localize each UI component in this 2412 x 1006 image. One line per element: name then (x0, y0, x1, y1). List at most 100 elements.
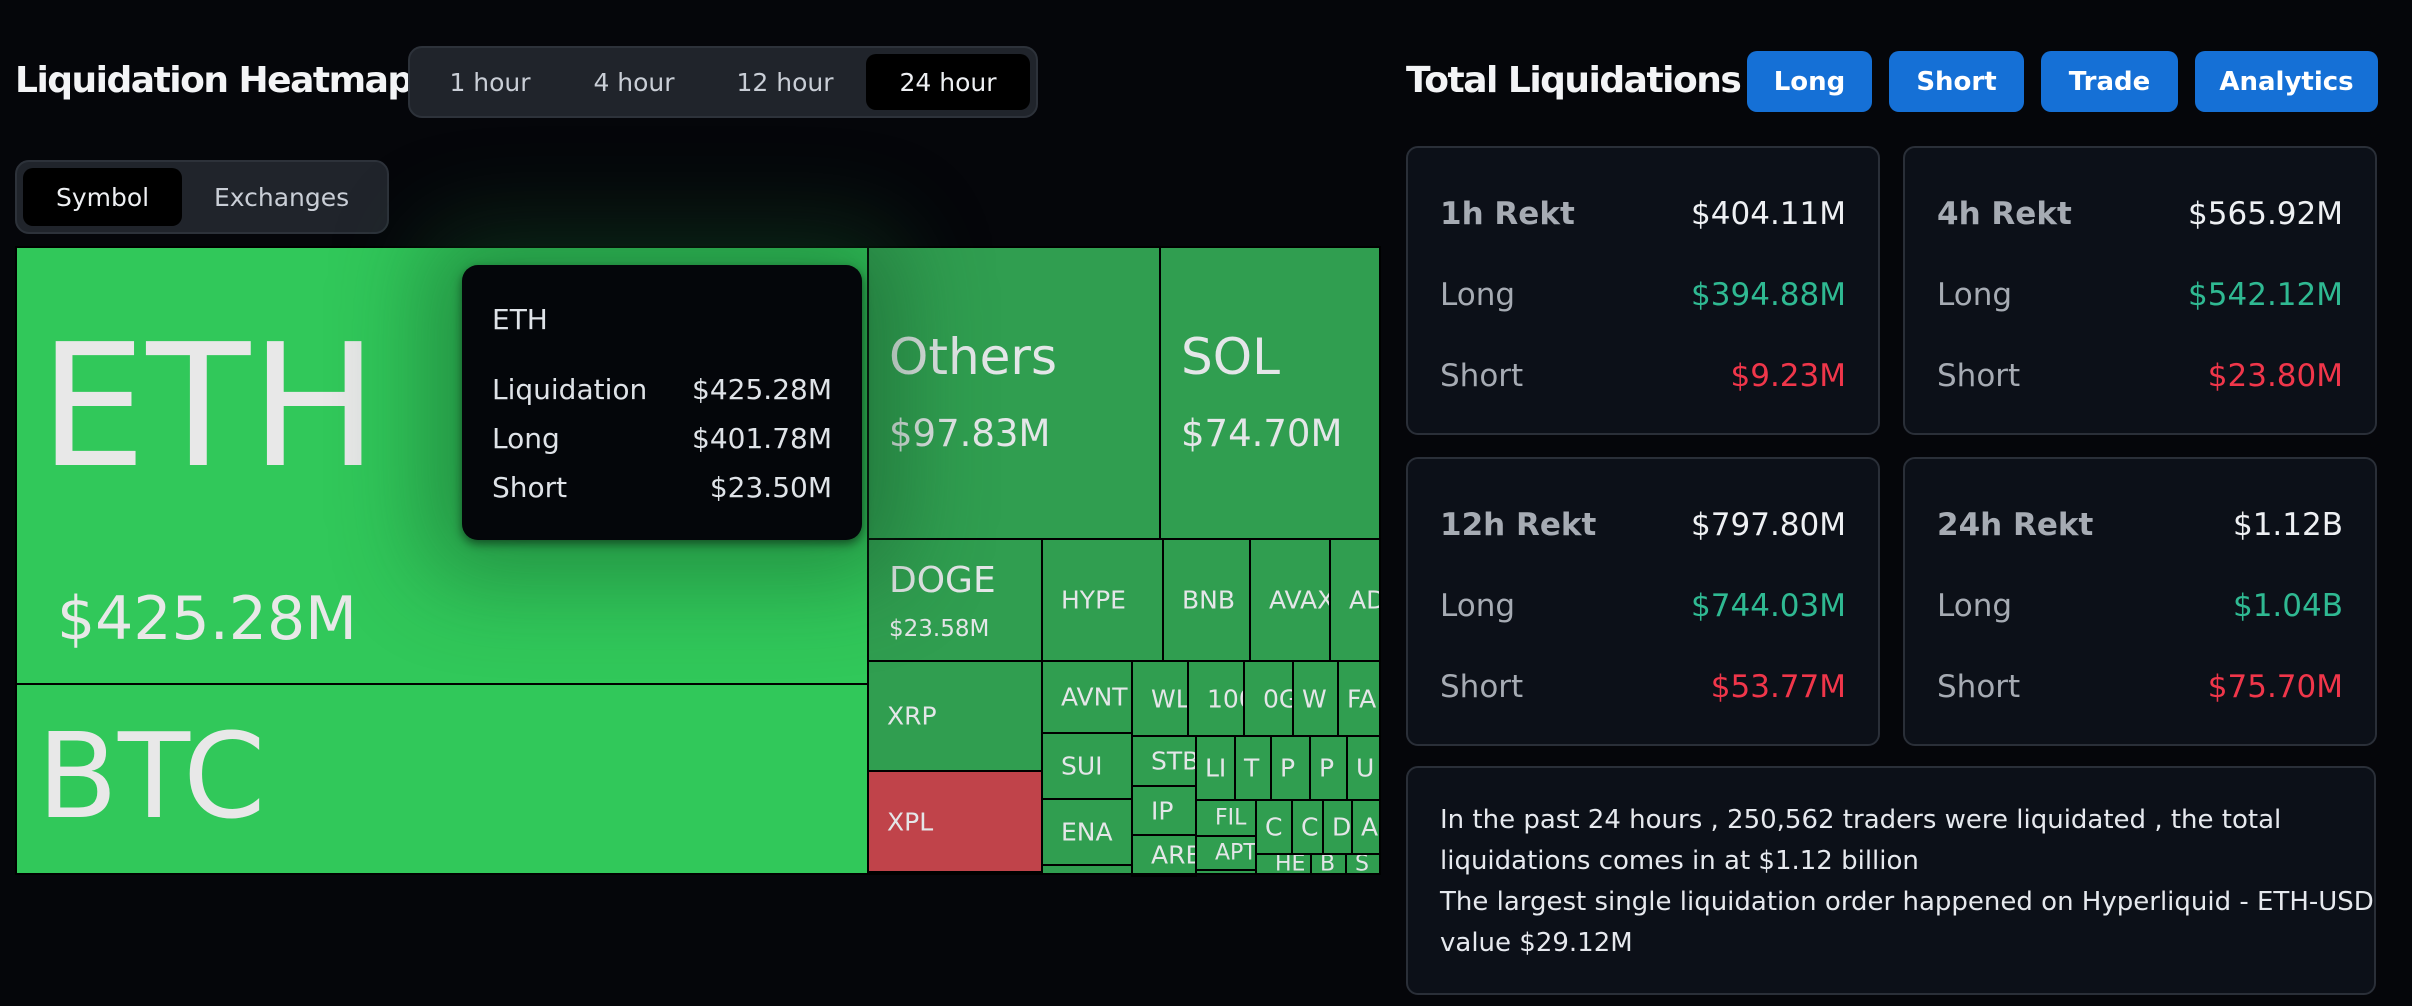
rekt-card-4h: 4h Rekt $565.92M Long $542.12M Short $23.80… (1903, 146, 2377, 435)
cell-symbol: ETH (39, 308, 379, 506)
tab-symbol[interactable]: Symbol (23, 168, 183, 226)
treemap-cell-xrp[interactable]: XRP (867, 660, 1043, 772)
treemap-cell-other[interactable] (867, 871, 1043, 875)
cell-symbol: C (1301, 812, 1319, 842)
cell-symbol: BTC (37, 707, 266, 845)
treemap-cell-sui[interactable]: SUI (1041, 732, 1133, 800)
cell-symbol: LI (1205, 753, 1227, 783)
short-button[interactable]: Short (1889, 51, 2024, 112)
cell-symbol: XPL (887, 807, 934, 836)
treemap-cell-bnb[interactable]: BNB (1162, 538, 1251, 662)
treemap-cell-w[interactable]: W (1292, 660, 1339, 737)
tab-1-hour[interactable]: 1 hour (449, 67, 531, 97)
tab-24-hour[interactable]: 24 hour (866, 54, 1030, 110)
treemap-cell-li[interactable]: LI (1195, 735, 1236, 801)
analytics-button[interactable]: Analytics (2195, 51, 2378, 112)
rekt-card-24h: 24h Rekt $1.12B Long $1.04B Short $75.70M (1903, 457, 2377, 746)
tooltip-value: $425.28M (692, 373, 832, 406)
treemap-cell-arb[interactable]: ARB (1131, 834, 1197, 875)
long-value: $744.03M (1691, 588, 1846, 624)
short-label: Short (1937, 669, 2021, 705)
tooltip-value: $23.50M (709, 471, 832, 504)
cell-symbol: 100 (1207, 684, 1243, 713)
treemap-cell-c[interactable]: C (1291, 799, 1324, 855)
total-liquidations-title: Total Liquidations (1406, 60, 1742, 101)
cell-symbol: SUI (1061, 751, 1103, 781)
rekt-total: $404.11M (1691, 196, 1846, 232)
cell-symbol: P (1280, 753, 1296, 783)
cell-symbol: D (1332, 812, 1352, 842)
treemap-cell-ad[interactable]: AD (1329, 538, 1381, 662)
treemap-cell-s[interactable]: S (1345, 853, 1381, 875)
cell-symbol: SOL (1181, 328, 1280, 386)
long-button[interactable]: Long (1747, 51, 1872, 112)
treemap-cell-other[interactable] (1131, 873, 1197, 877)
cell-symbol: APT (1215, 840, 1257, 866)
long-label: Long (1440, 588, 1516, 624)
rekt-label: 12h Rekt (1440, 507, 1597, 543)
cell-symbol: FA (1347, 684, 1377, 713)
cell-symbol: A (1361, 812, 1379, 842)
treemap-cell-p[interactable]: P (1309, 735, 1348, 801)
rekt-total: $565.92M (2188, 196, 2343, 232)
treemap-cell-stb[interactable]: STB (1131, 735, 1197, 787)
treemap-cell-other[interactable] (1195, 869, 1257, 875)
treemap-cell-ena[interactable]: ENA (1041, 798, 1133, 866)
treemap-cell-xpl[interactable]: XPL (867, 770, 1043, 873)
long-label: Long (1440, 277, 1516, 313)
treemap-cell-btc[interactable]: BTC (15, 683, 870, 875)
cell-symbol: Others (889, 328, 1058, 386)
cell-symbol: BNB (1182, 585, 1236, 615)
cell-symbol: U (1356, 753, 1375, 783)
treemap-cell-0g[interactable]: 0G (1243, 660, 1294, 737)
rekt-label: 1h Rekt (1440, 196, 1575, 232)
long-value: $394.88M (1691, 277, 1846, 313)
treemap-cell-u[interactable]: U (1346, 735, 1381, 801)
cell-value: $23.58M (889, 616, 990, 642)
long-label: Long (1937, 588, 2013, 624)
treemap-cell-others[interactable]: Others $97.83M (867, 246, 1161, 540)
rekt-label: 4h Rekt (1937, 196, 2072, 232)
treemap-cell-t[interactable]: T (1234, 735, 1272, 801)
tab-4-hour[interactable]: 4 hour (593, 67, 675, 97)
cell-symbol: WL (1151, 684, 1189, 713)
treemap-cell-100[interactable]: 100 (1187, 660, 1245, 737)
treemap-cell-fa[interactable]: FA (1337, 660, 1381, 737)
cell-symbol: S (1355, 853, 1369, 875)
treemap-cell-wl[interactable]: WL (1131, 660, 1189, 737)
rekt-total: $797.80M (1691, 507, 1846, 543)
treemap-cell-p[interactable]: P (1270, 735, 1311, 801)
short-label: Short (1937, 358, 2021, 394)
treemap-cell-a[interactable]: A (1351, 799, 1381, 855)
rekt-card-1h: 1h Rekt $404.11M Long $394.88M Short $9.23M (1406, 146, 1880, 435)
treemap-cell-sol[interactable]: SOL $74.70M (1159, 246, 1381, 540)
treemap-cell-d[interactable]: D (1322, 799, 1353, 855)
treemap-cell-avax[interactable]: AVAX (1249, 538, 1331, 662)
tooltip-symbol: ETH (492, 303, 548, 336)
treemap-cell-doge[interactable]: DOGE $23.58M (867, 538, 1043, 662)
treemap-cell-avnt[interactable]: AVNT (1041, 660, 1133, 734)
cell-symbol: HE (1275, 853, 1306, 875)
tab-exchanges[interactable]: Exchanges (213, 182, 350, 212)
treemap-cell-hype[interactable]: HYPE (1041, 538, 1164, 662)
treemap-cell-apt[interactable]: APT (1195, 835, 1257, 871)
summary-line: The largest single liquidation order hap… (1440, 887, 2374, 917)
short-value: $9.23M (1730, 358, 1847, 394)
treemap-cell-c[interactable]: C (1255, 799, 1293, 855)
cell-symbol: FIL (1215, 805, 1247, 831)
trade-button[interactable]: Trade (2041, 51, 2178, 112)
cell-symbol: AD (1349, 585, 1379, 615)
treemap-cell-he[interactable]: HE (1255, 853, 1312, 875)
treemap-cell-ip[interactable]: IP (1131, 785, 1197, 836)
heatmap-title: Liquidation Heatmap (15, 60, 413, 101)
cell-symbol: HYPE (1061, 585, 1126, 615)
tooltip-label: Liquidation (492, 373, 648, 406)
tab-12-hour[interactable]: 12 hour (736, 67, 834, 97)
summary-line: liquidations comes in at $1.12 billion (1440, 846, 1919, 876)
short-value: $75.70M (2207, 669, 2343, 705)
treemap-cell-fil[interactable]: FIL (1195, 799, 1257, 837)
treemap-tooltip: ETH Liquidation $425.28M Long $401.78M Sho… (462, 265, 862, 540)
treemap-cell-b[interactable]: B (1310, 853, 1347, 875)
treemap-cell-other[interactable] (1041, 864, 1133, 875)
cell-symbol: AVNT (1061, 682, 1128, 712)
